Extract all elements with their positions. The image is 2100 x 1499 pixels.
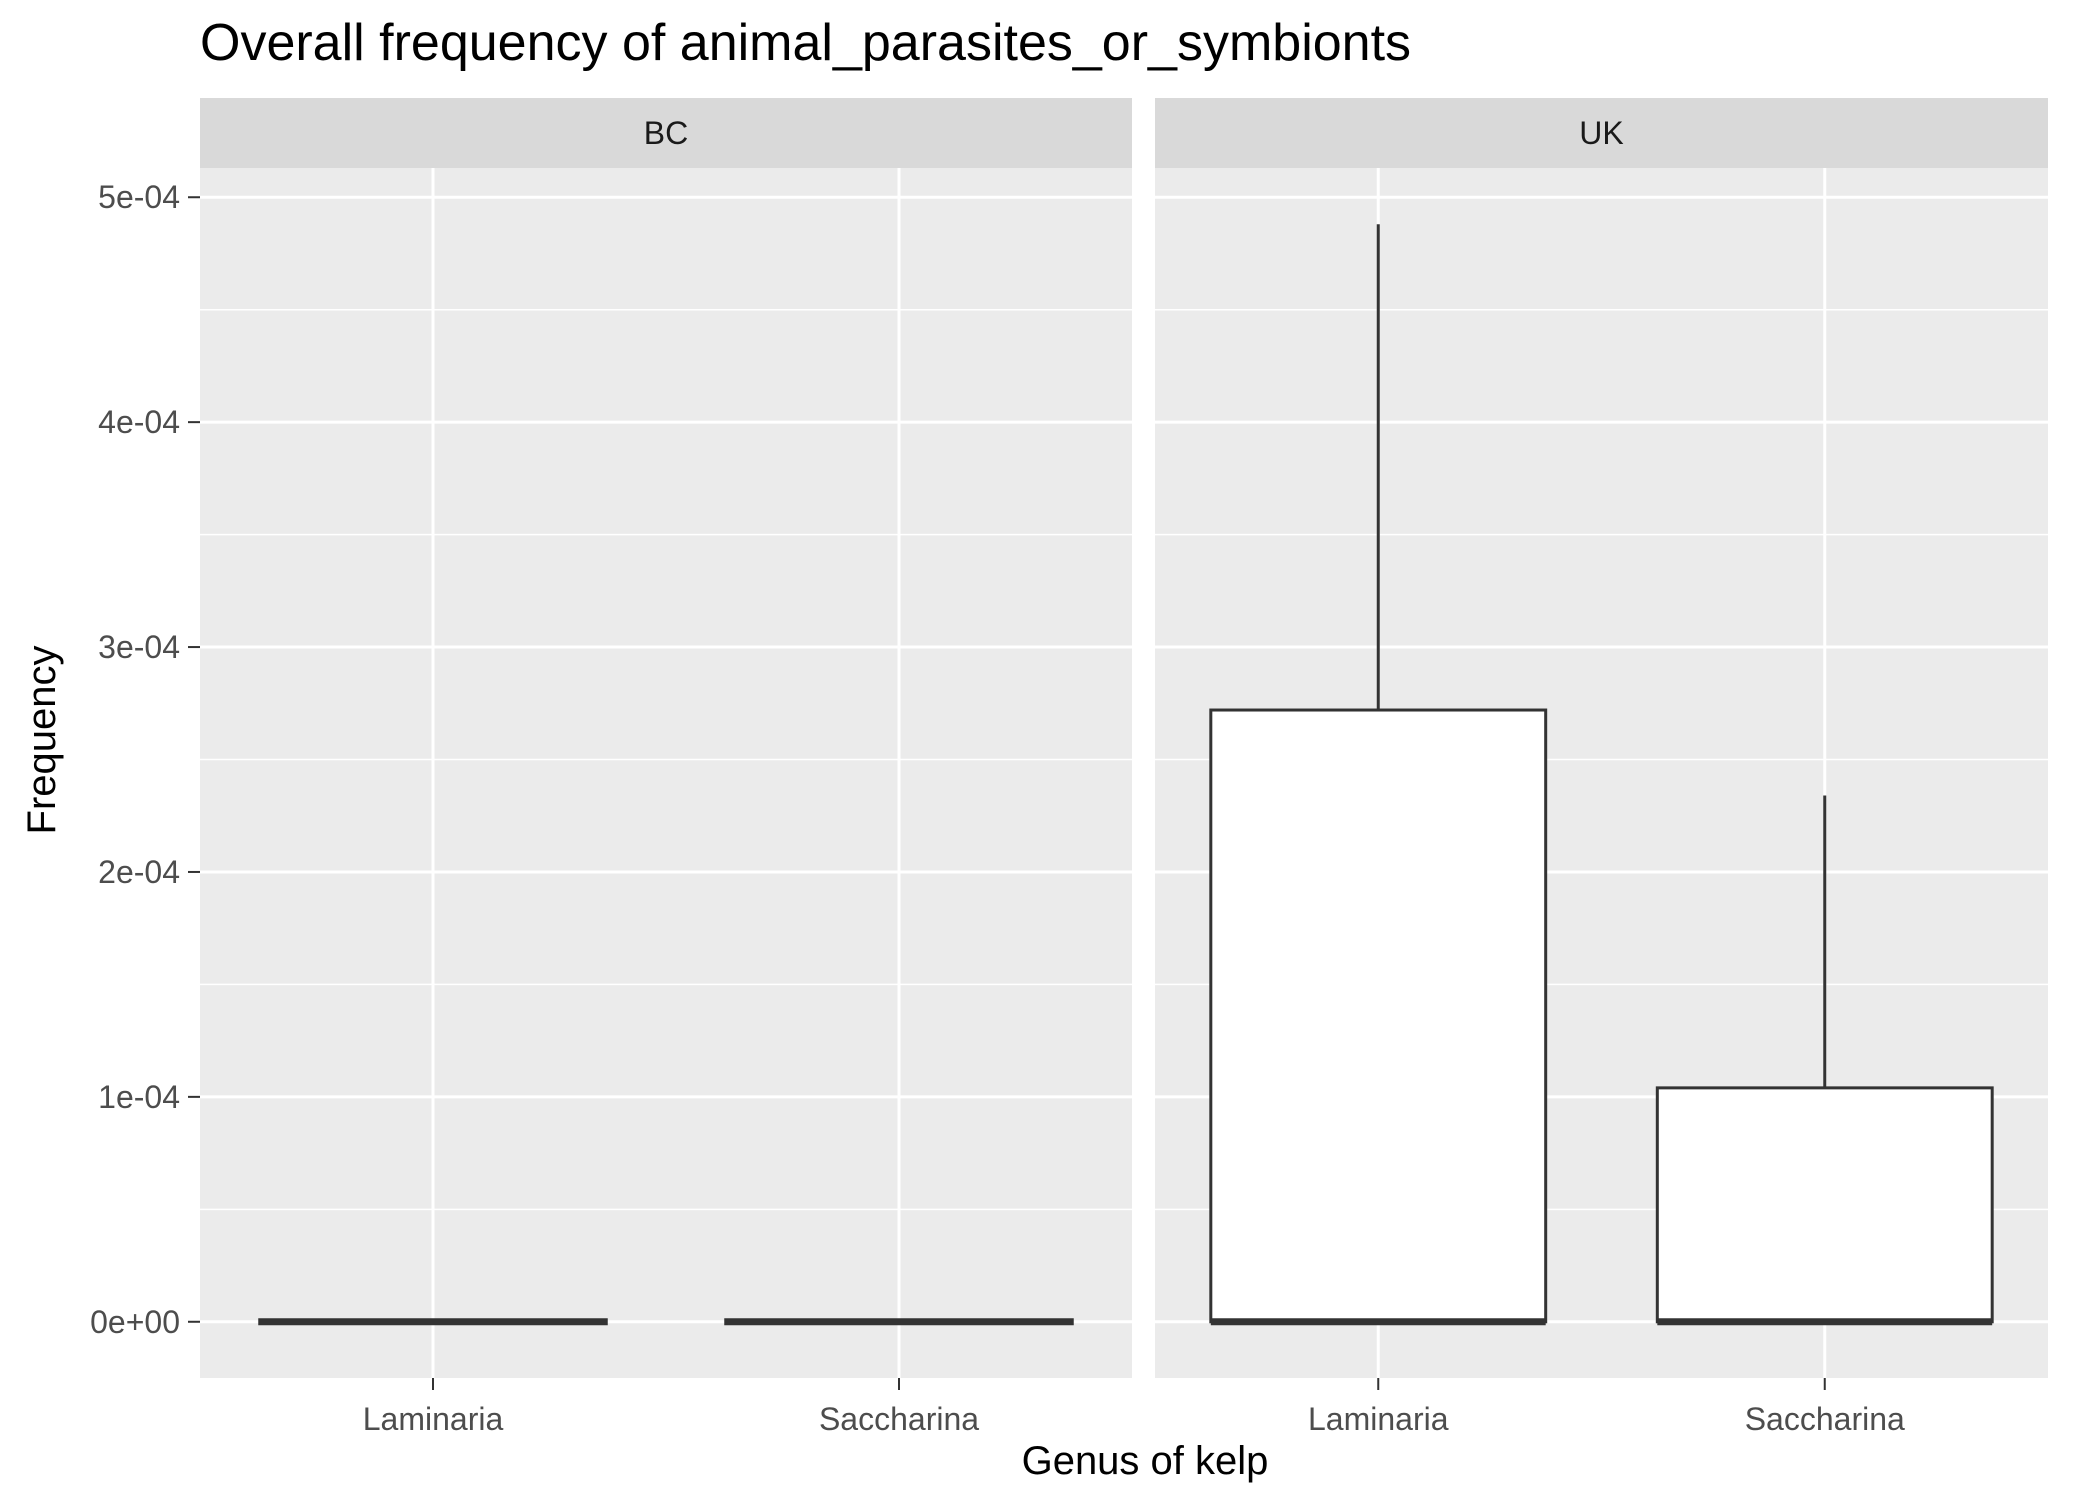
facet-panel-uk: UK Laminaria Saccharina: [1155, 98, 2048, 1437]
y-axis-title: Frequency: [20, 646, 64, 835]
x-tick-label: Saccharina: [1745, 1401, 1905, 1437]
panel-background: [200, 168, 1132, 1378]
facet-strip: [1155, 98, 2048, 168]
y-tick-label: 3e-04: [98, 629, 180, 665]
x-tick-label: Laminaria: [1308, 1401, 1449, 1437]
x-axis-title: Genus of kelp: [1022, 1439, 1269, 1483]
x-tick-label: Saccharina: [819, 1401, 979, 1437]
facet-panels: 0e+00 1e-04 2e-04 3e-04 4e-04 5e-04 BC Laminari…: [90, 98, 2048, 1437]
facet-strip-label: BC: [644, 115, 688, 151]
facet-strip: [200, 98, 1132, 168]
box-uk-saccharina: [1655, 795, 1994, 1326]
y-tick-label: 2e-04: [98, 854, 180, 890]
y-tick-label: 0e+00: [90, 1304, 180, 1340]
box-uk-laminaria: [1209, 224, 1548, 1326]
y-tick-label: 4e-04: [98, 404, 180, 440]
box-body: [1209, 708, 1548, 1324]
y-tick-label: 5e-04: [98, 179, 180, 215]
y-tick-label: 1e-04: [98, 1079, 180, 1115]
facet-panel-bc: BC Laminaria Saccharina: [200, 98, 1132, 1437]
chart-title: Overall frequency of animal_parasites_or…: [200, 14, 1411, 72]
facet-strip-label: UK: [1579, 115, 1623, 151]
box-body: [1655, 1086, 1994, 1324]
x-tick-label: Laminaria: [363, 1401, 504, 1437]
